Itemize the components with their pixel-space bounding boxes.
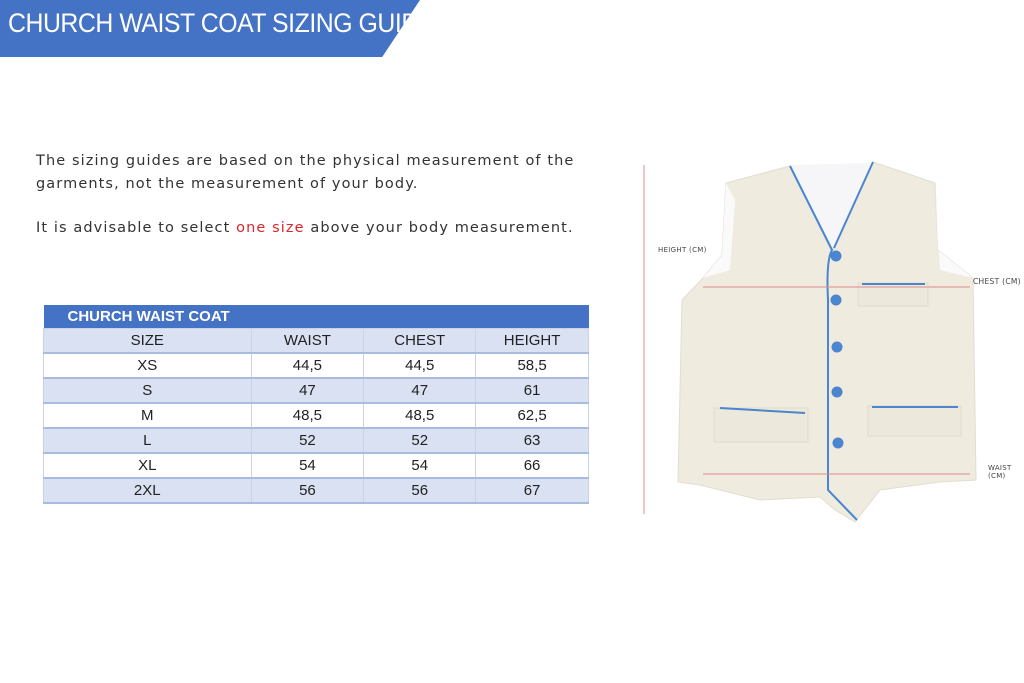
header-chest: CHEST: [363, 328, 477, 354]
cell-size: M: [43, 402, 252, 429]
table-row: XL 54 54 66: [43, 452, 589, 479]
cell-height: 66: [475, 452, 589, 479]
cell-height: 58,5: [475, 352, 589, 379]
vest-lining: [790, 163, 870, 255]
size-table: CHURCH WAIST COAT SIZE WAIST CHEST HEIGH…: [43, 305, 589, 504]
cell-chest: 48,5: [363, 402, 477, 429]
page-title: CHURCH WAIST COAT SIZING GUIDE: [8, 8, 435, 38]
cell-height: 62,5: [475, 402, 589, 429]
cell-waist: 48,5: [250, 402, 365, 429]
cell-height: 67: [475, 477, 589, 504]
button: [830, 294, 842, 306]
cell-size: L: [43, 427, 252, 454]
table-row: S 47 47 61: [43, 377, 589, 404]
intro-text-post: above your body measurement.: [304, 220, 574, 236]
cell-chest: 54: [363, 452, 477, 479]
vest-armhole-left: [703, 183, 735, 278]
table-row: XS 44,5 44,5 58,5: [43, 352, 589, 379]
header-height: HEIGHT: [475, 328, 589, 354]
cell-chest: 47: [363, 377, 477, 404]
waist-label: WAIST (CM): [988, 464, 1012, 480]
table-row: L 52 52 63: [43, 427, 589, 454]
left-pocket: [713, 407, 809, 443]
height-label: HEIGHT (CM): [658, 246, 707, 254]
button: [832, 437, 844, 449]
table-title: CHURCH WAIST COAT: [43, 305, 589, 329]
chest-label: CHEST (CM): [973, 277, 1021, 286]
cell-waist: 47: [250, 377, 365, 404]
cell-size: XL: [43, 452, 252, 479]
cell-size: 2XL: [43, 477, 252, 504]
cell-chest: 44,5: [363, 352, 477, 379]
header-waist: WAIST: [250, 328, 365, 354]
button: [831, 341, 843, 353]
cell-height: 61: [475, 377, 589, 404]
table-header-row: SIZE WAIST CHEST HEIGHT: [43, 328, 589, 354]
button: [830, 250, 842, 262]
intro-text: The sizing guides are based on the physi…: [36, 150, 636, 261]
button: [831, 386, 843, 398]
intro-line-2: It is advisable to select one size above…: [36, 217, 636, 240]
cell-chest: 52: [363, 427, 477, 454]
table-row: 2XL 56 56 67: [43, 477, 589, 504]
header-size: SIZE: [43, 328, 252, 354]
cell-size: S: [43, 377, 252, 404]
intro-text-pre: It is advisable to select: [36, 220, 237, 236]
chest-pocket: [857, 282, 929, 307]
vest-armhole-right: [935, 183, 973, 278]
table-row: M 48,5 48,5 62,5: [43, 402, 589, 429]
cell-height: 63: [475, 427, 589, 454]
cell-waist: 56: [250, 477, 365, 504]
intro-line-1: The sizing guides are based on the physi…: [36, 153, 575, 192]
cell-size: XS: [43, 352, 252, 379]
cell-chest: 56: [363, 477, 477, 504]
title-banner: [0, 0, 420, 57]
one-size-highlight: one size: [236, 220, 305, 236]
right-pocket: [867, 405, 962, 437]
cell-waist: 52: [250, 427, 365, 454]
vest-placket-piping: [789, 161, 874, 521]
